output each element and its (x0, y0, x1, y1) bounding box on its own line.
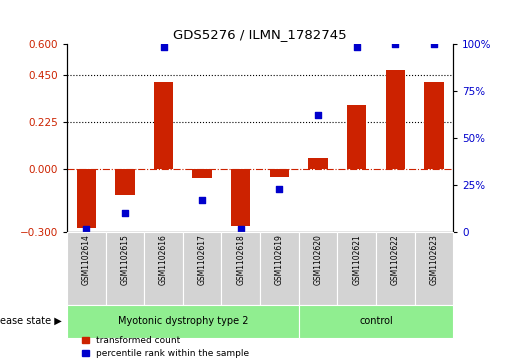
Text: GSM1102623: GSM1102623 (430, 234, 438, 285)
Point (236, 226, 245, 232)
Text: GSM1102617: GSM1102617 (198, 234, 207, 285)
Bar (270, 170, 289, 177)
Text: GSM1102614: GSM1102614 (82, 234, 91, 285)
Bar (386, 70, 405, 170)
Bar (115, 170, 134, 195)
Point (159, 44, 167, 50)
Bar (376, 232, 415, 305)
Text: GSM1102620: GSM1102620 (314, 234, 322, 285)
Bar (106, 232, 144, 305)
Bar (231, 170, 250, 226)
Point (121, 211, 129, 216)
Point (198, 197, 206, 203)
Bar (260, 232, 299, 305)
Bar (347, 105, 366, 170)
Text: control: control (359, 316, 393, 326)
Text: GSM1102619: GSM1102619 (275, 234, 284, 285)
Bar (77, 170, 96, 228)
Bar (67, 305, 299, 338)
Bar (144, 232, 183, 305)
Title: GDS5276 / ILMN_1782745: GDS5276 / ILMN_1782745 (173, 28, 347, 41)
Point (275, 186, 283, 192)
Bar (308, 158, 328, 170)
Point (430, 41, 438, 46)
Legend: transformed count, percentile rank within the sample: transformed count, percentile rank withi… (82, 336, 249, 359)
Text: GSM1102618: GSM1102618 (236, 234, 245, 285)
Bar (415, 232, 453, 305)
Text: Myotonic dystrophy type 2: Myotonic dystrophy type 2 (117, 316, 248, 326)
Text: GSM1102622: GSM1102622 (391, 234, 400, 285)
Bar (299, 232, 337, 305)
Bar (424, 82, 443, 170)
Point (82, 226, 91, 232)
Point (391, 41, 400, 46)
Bar (221, 232, 260, 305)
Point (352, 44, 360, 50)
Text: GSM1102615: GSM1102615 (121, 234, 129, 285)
Bar (154, 82, 173, 170)
Bar (183, 232, 221, 305)
Bar (193, 170, 212, 178)
Point (314, 113, 322, 118)
Bar (299, 305, 453, 338)
Bar (67, 232, 106, 305)
Text: GSM1102616: GSM1102616 (159, 234, 168, 285)
Text: disease state ▶: disease state ▶ (0, 316, 62, 326)
Text: GSM1102621: GSM1102621 (352, 234, 361, 285)
Bar (337, 232, 376, 305)
